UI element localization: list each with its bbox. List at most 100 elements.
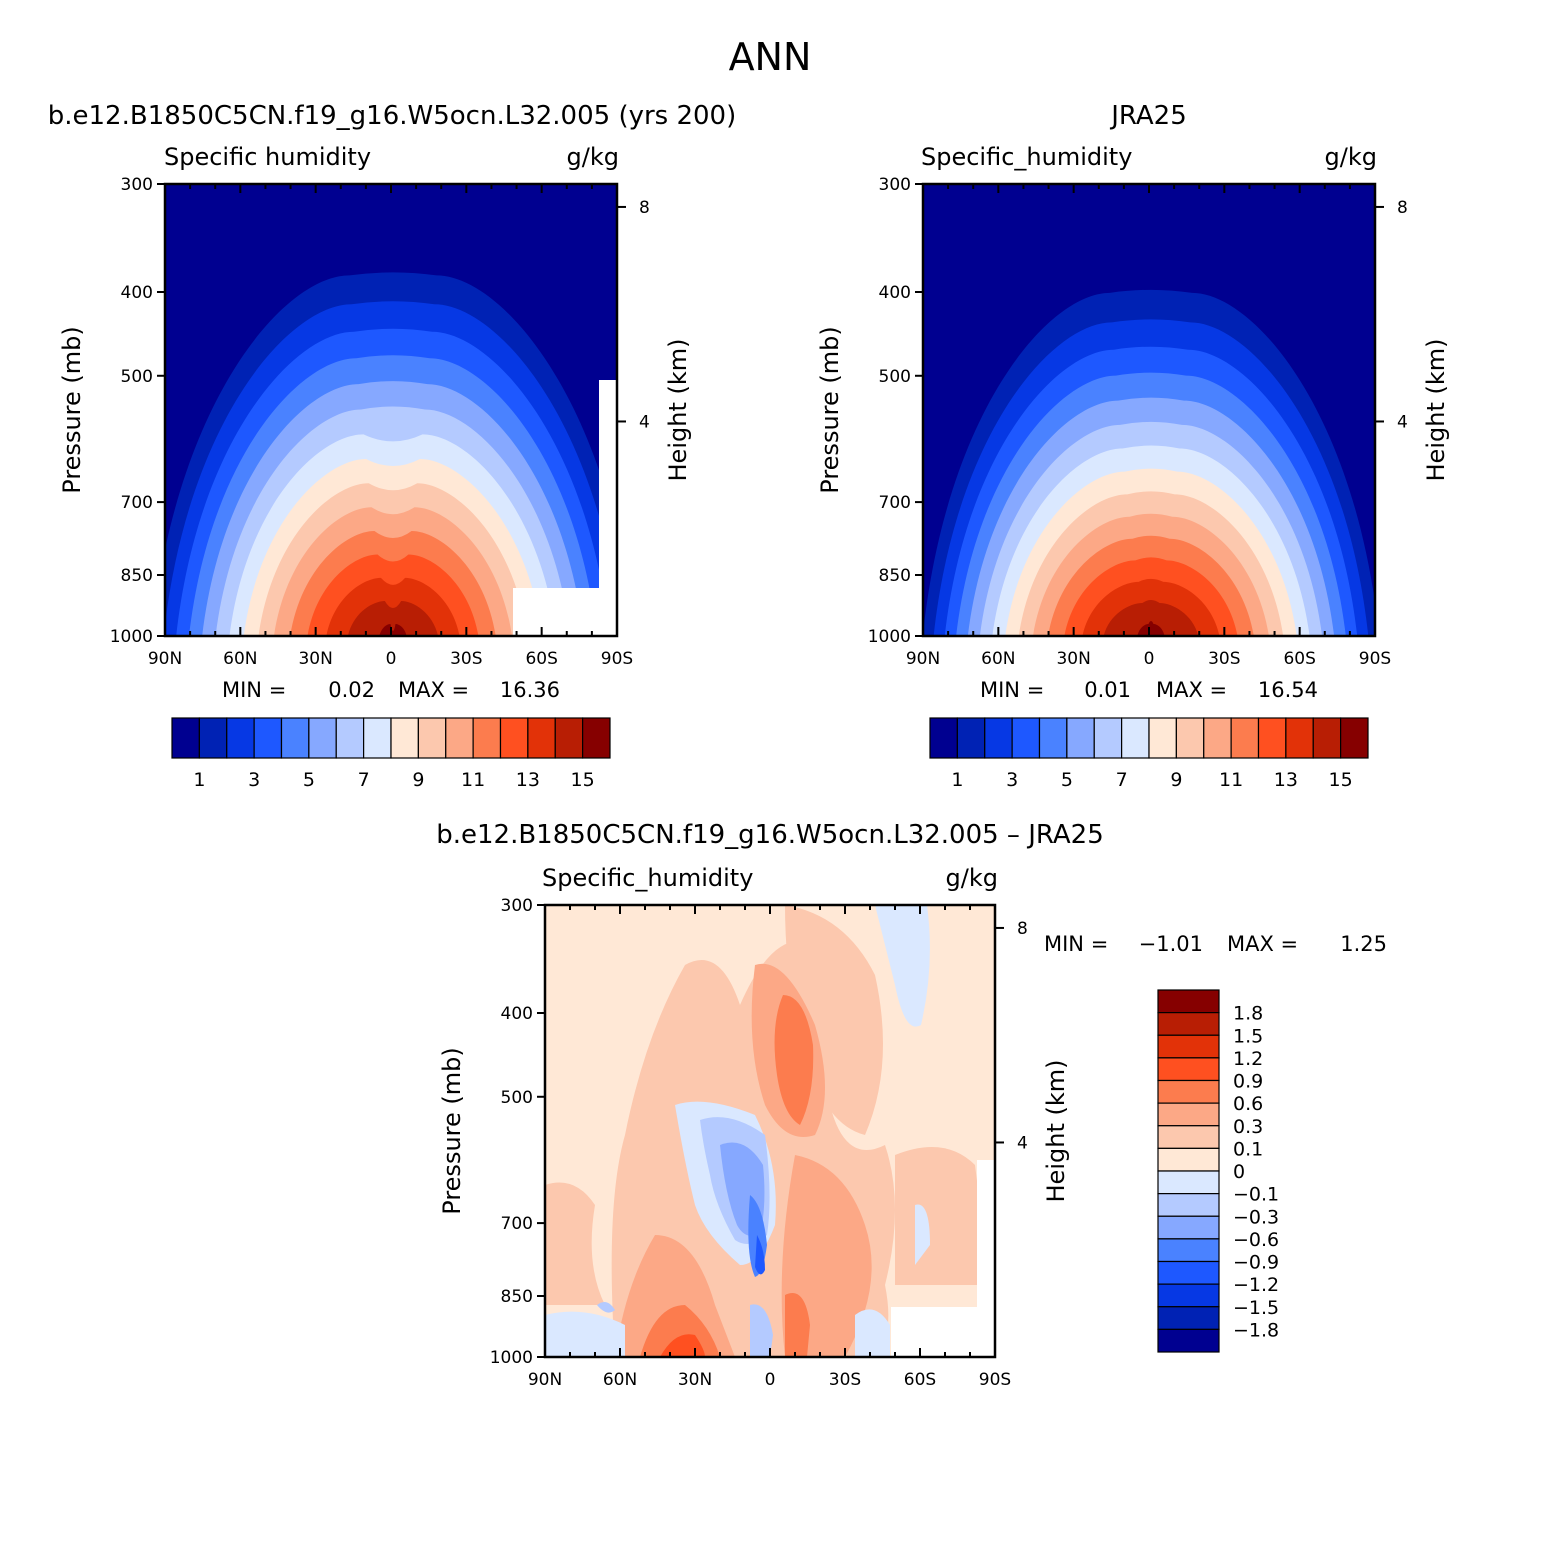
panel-obs-min-value: 0.01 (1084, 678, 1131, 702)
colorbar-swatch (1285, 717, 1314, 759)
colorbar-label: −0.3 (1233, 1206, 1279, 1228)
colorbar-swatch (253, 717, 283, 759)
contour-band (785, 905, 883, 1135)
panel-model-xtick-label: 30S (450, 649, 482, 669)
panel-diff-min-value: −1.01 (1139, 932, 1203, 956)
panel-diff-max-label: MAX = (1227, 932, 1298, 956)
colorbar-label: 0.6 (1233, 1093, 1263, 1115)
colorbar-swatch (335, 717, 365, 759)
colorbar-swatch (445, 717, 474, 759)
panel-diff-xtick-label: 60S (904, 1370, 936, 1390)
panel-obs: JRA25 Specific_humidity g/kg 90N 60N 30N 0 3… (816, 101, 1450, 791)
panel-obs-plot-area (923, 184, 1375, 636)
panel-model-xtick-label: 90N (148, 649, 182, 669)
colorbar-swatch (363, 717, 392, 759)
colorbar-label: 0.1 (1233, 1138, 1263, 1160)
colorbar-swatch (1066, 717, 1095, 759)
panel-obs-ytick-label: 300 (879, 175, 911, 195)
panel-obs-ylabel: Pressure (mb) (816, 326, 844, 493)
panel-diff-xtick-label: 90S (979, 1370, 1011, 1390)
panel-model-rtick-label: 8 (639, 198, 650, 218)
colorbar-label: 0.9 (1233, 1071, 1263, 1093)
colorbar-swatch (1230, 717, 1260, 759)
colorbar-swatch (1157, 1057, 1220, 1082)
panel-diff-title: b.e12.B1850C5CN.f19_g16.W5ocn.L32.005 – … (436, 820, 1104, 850)
panel-diff-ylabel: Pressure (mb) (438, 1047, 466, 1214)
colorbar-swatch (984, 717, 1013, 759)
colorbar-label: 5 (1061, 769, 1073, 791)
panel-model-xtick-label: 30N (298, 649, 332, 669)
colorbar-swatch (1157, 1238, 1220, 1263)
contour-band (774, 995, 814, 1125)
colorbar-swatch (1257, 717, 1287, 759)
colorbar-label: −1.5 (1233, 1297, 1279, 1319)
colorbar-label: 7 (358, 769, 370, 791)
contour-band (750, 1304, 773, 1357)
panel-diff-colorbar: 1.81.51.20.90.60.30.10−0.1−0.3−0.6−0.9−1… (1157, 989, 1279, 1353)
colorbar-label: −1.8 (1233, 1319, 1279, 1341)
panel-model-ylabel: Pressure (mb) (58, 326, 86, 493)
colorbar-label: 13 (516, 769, 540, 791)
panel-obs-ytick-label: 850 (879, 566, 911, 586)
panel-model-title: b.e12.B1850C5CN.f19_g16.W5ocn.L32.005 (y… (48, 101, 737, 131)
panel-diff-xtick-label: 30N (678, 1370, 712, 1390)
contour-band (1103, 600, 1199, 636)
panel-diff-contours (545, 905, 995, 1357)
colorbar-swatch (1157, 1102, 1220, 1127)
panel-obs-variable: Specific_humidity (921, 143, 1132, 171)
panel-obs-contours (923, 184, 1375, 636)
colorbar-swatch (1157, 1283, 1220, 1308)
panel-obs-ytick-label: 1000 (868, 627, 911, 647)
colorbar-label: 11 (461, 769, 485, 791)
colorbar-label: 1.5 (1233, 1025, 1263, 1047)
panel-obs-xtick-label: 60S (1283, 649, 1315, 669)
colorbar-label: 15 (1329, 769, 1353, 791)
panel-obs-max-label: MAX = (1156, 678, 1227, 702)
colorbar-swatch (1038, 717, 1068, 759)
colorbar-label: −0.9 (1233, 1252, 1279, 1274)
missing-data-mask (599, 380, 617, 636)
panel-diff-rtick-label: 8 (1017, 919, 1028, 939)
panel-diff: b.e12.B1850C5CN.f19_g16.W5ocn.L32.005 – … (436, 820, 1387, 1390)
contour-band (855, 1309, 890, 1357)
panel-model-variable: Specific humidity (164, 143, 371, 171)
colorbar-swatch (1157, 1170, 1220, 1195)
contour-band (915, 1204, 930, 1265)
panel-diff-ytick-label: 400 (501, 1004, 533, 1024)
panel-model: b.e12.B1850C5CN.f19_g16.W5ocn.L32.005 (y… (48, 101, 737, 791)
contour-band (379, 624, 407, 636)
panel-diff-units: g/kg (946, 864, 998, 892)
panel-obs-xtick-label: 0 (1144, 649, 1155, 669)
panel-model-xtick-label: 60S (525, 649, 557, 669)
colorbar-swatch (1157, 1079, 1220, 1104)
figure-title: ANN (729, 35, 812, 79)
colorbar-swatch (1148, 717, 1177, 759)
panel-model-ytick-label: 500 (121, 367, 153, 387)
colorbar-label: 5 (303, 769, 315, 791)
colorbar-label: 15 (571, 769, 595, 791)
panel-diff-ytick-label: 300 (501, 896, 533, 916)
colorbar-swatch (1312, 717, 1342, 759)
colorbar-label: 1.2 (1233, 1048, 1263, 1070)
colorbar-label: 7 (1116, 769, 1128, 791)
panel-diff-xtick-label: 60N (603, 1370, 637, 1390)
panel-model-min-value: 0.02 (328, 678, 375, 702)
panel-diff-axes: 90N 60N 30N 0 30S 60S 90S 300 400 500 700 850 1000 8 4 (490, 896, 1028, 1390)
colorbar-swatch (198, 717, 228, 759)
colorbar-label: 0.3 (1233, 1116, 1263, 1138)
panel-model-contours (165, 184, 617, 636)
panel-obs-colorbar: 1 3 5 7 9 11 13 15 (929, 717, 1369, 791)
colorbar-label: 9 (1170, 769, 1182, 791)
panel-model-max-value: 16.36 (500, 678, 560, 702)
panel-model-units: g/kg (567, 143, 619, 171)
colorbar-swatch (1340, 717, 1369, 759)
panel-obs-rtick-label: 4 (1397, 412, 1408, 432)
colorbar-swatch (1203, 717, 1232, 759)
panel-model-xtick-label: 0 (386, 649, 397, 669)
panel-obs-xtick-label: 90S (1359, 649, 1391, 669)
panel-obs-ytick-label: 500 (879, 367, 911, 387)
panel-model-colorbar: 1 3 5 7 9 11 13 15 (171, 717, 611, 791)
colorbar-swatch (499, 717, 529, 759)
colorbar-swatch (171, 717, 200, 759)
